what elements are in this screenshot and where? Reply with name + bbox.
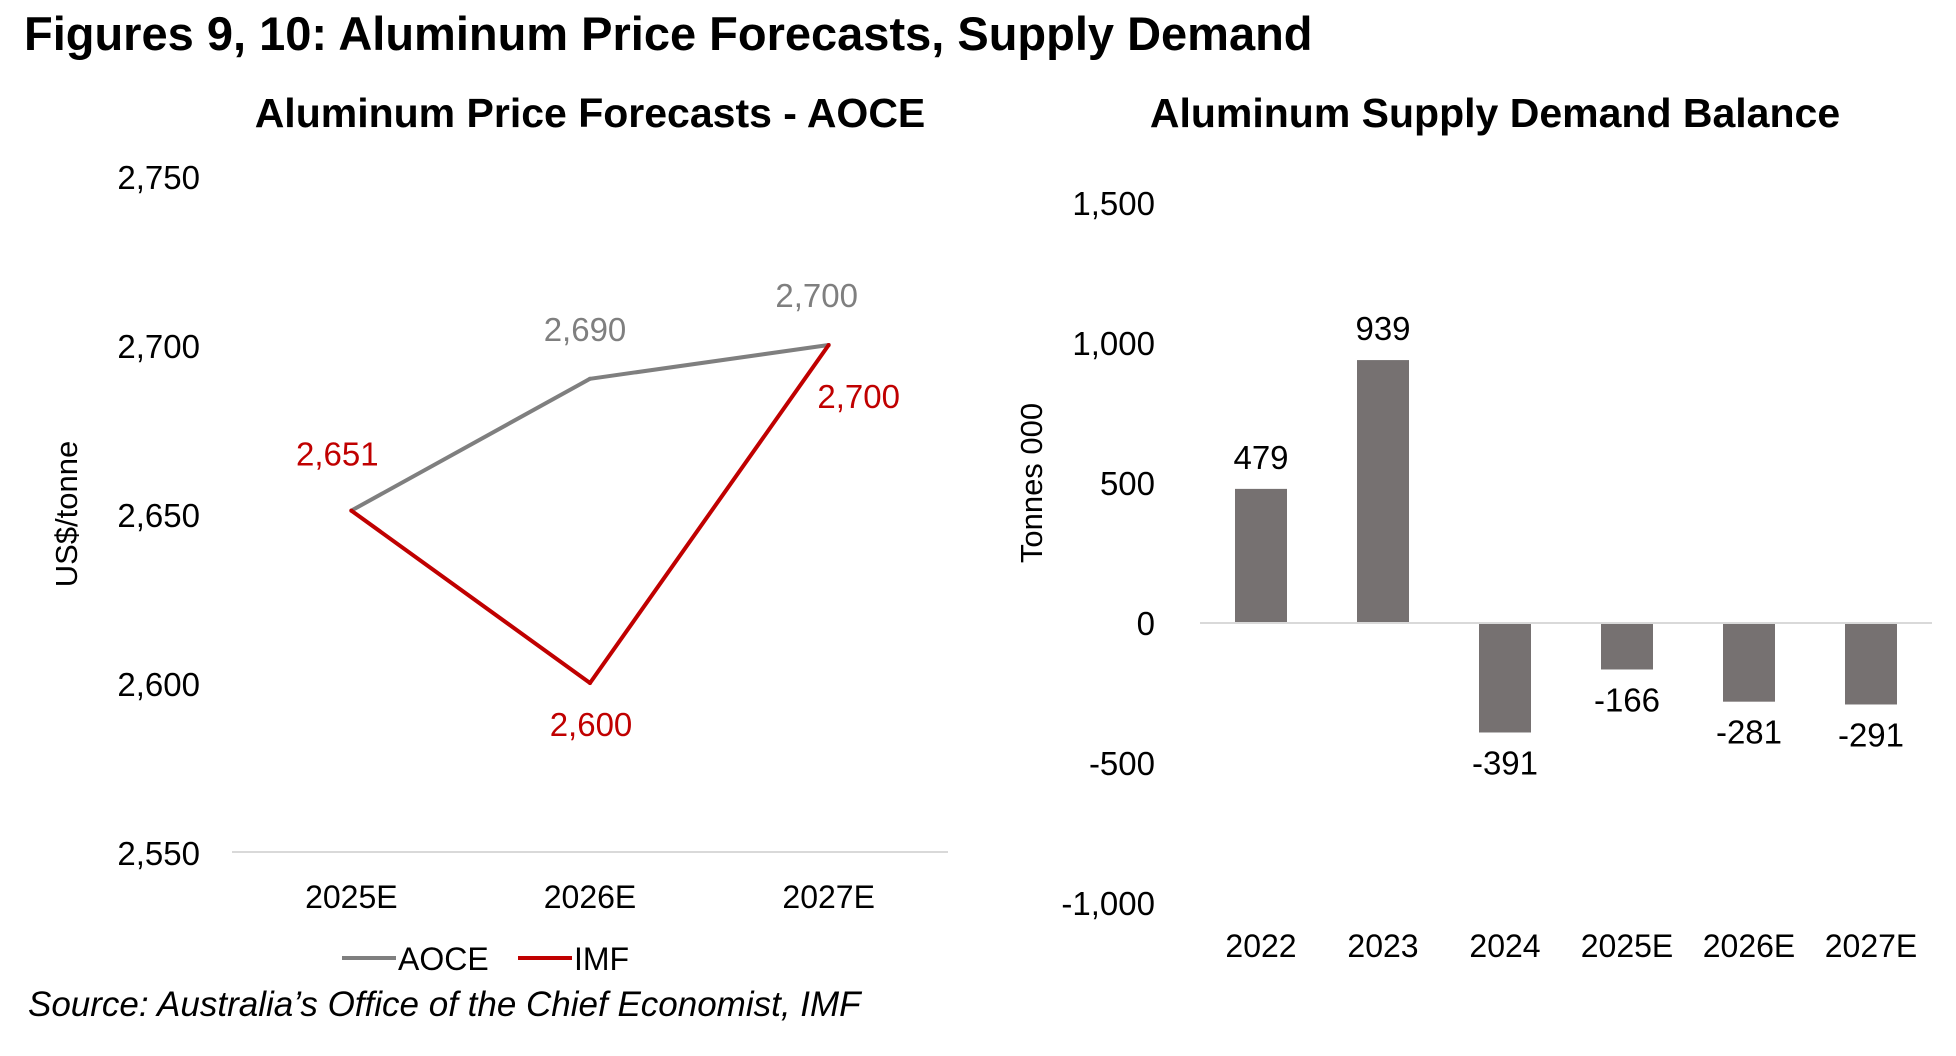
bar-x-tick-label: 2023 — [1347, 928, 1418, 964]
line-data-label-aoce: 2,690 — [544, 311, 627, 348]
line-x-tick-label: 2026E — [544, 879, 637, 915]
bar-y-axis-label: Tonnes 000 — [1014, 403, 1049, 563]
line-x-tick-label: 2025E — [305, 879, 398, 915]
bar-data-label: -391 — [1472, 744, 1538, 781]
bar-y-tick-label: 0 — [1137, 605, 1155, 642]
bar-2023 — [1357, 360, 1409, 623]
bar-chart-title: Aluminum Supply Demand Balance — [1150, 90, 1840, 136]
line-chart-title: Aluminum Price Forecasts - AOCE — [255, 90, 926, 136]
bar-data-label: -281 — [1716, 714, 1782, 751]
source-note: Source: Australia’s Office of the Chief … — [28, 985, 861, 1024]
bar-y-tick-label: -500 — [1089, 745, 1155, 782]
line-y-tick-label: 2,550 — [117, 835, 200, 872]
bar-y-tick-label: -1,000 — [1061, 885, 1155, 922]
bar-x-tick-label: 2022 — [1225, 928, 1296, 964]
line-point-imf — [349, 508, 354, 513]
line-data-label-imf: 2,700 — [817, 378, 900, 415]
bar-x-tick-label: 2027E — [1825, 928, 1918, 964]
line-point-imf — [826, 343, 831, 347]
bar-data-label: 479 — [1233, 439, 1288, 476]
line-y-tick-label: 2,750 — [117, 159, 200, 196]
bar-2024 — [1479, 623, 1531, 733]
bar-2027e — [1845, 623, 1897, 705]
line-point-aoce — [588, 376, 592, 381]
line-series-imf — [350, 343, 831, 685]
line-series-aoce — [350, 343, 829, 513]
line-x-tick-label: 2027E — [782, 879, 875, 915]
line-data-label-imf: 2,651 — [296, 436, 379, 473]
bar-y-tick-label: 500 — [1100, 465, 1155, 502]
legend-label-imf: IMF — [574, 941, 629, 977]
line-y-tick-label: 2,650 — [117, 497, 200, 534]
line-data-label-aoce: 2,700 — [775, 277, 858, 314]
bar-2026e — [1723, 623, 1775, 702]
line-point-imf — [588, 681, 592, 685]
bar-2022 — [1235, 488, 1287, 623]
figure-title: Figures 9, 10: Aluminum Price Forecasts,… — [24, 7, 1313, 60]
legend-label-aoce: AOCE — [398, 941, 489, 977]
line-y-tick-label: 2,700 — [117, 328, 200, 365]
bar-x-tick-label: 2025E — [1581, 928, 1674, 964]
bar-2025e — [1601, 623, 1653, 670]
line-y-tick-label: 2,600 — [117, 666, 200, 703]
bar-data-label: -291 — [1838, 716, 1904, 753]
bar-y-tick-label: 1,500 — [1072, 185, 1155, 222]
bar-x-tick-label: 2024 — [1469, 928, 1540, 964]
line-data-label-imf: 2,600 — [550, 706, 633, 743]
bar-data-label: -166 — [1594, 681, 1660, 718]
bar-x-tick-label: 2026E — [1703, 928, 1796, 964]
bar-y-tick-label: 1,000 — [1072, 325, 1155, 362]
bar-data-label: 939 — [1355, 310, 1410, 347]
line-y-axis-label: US$/tonne — [49, 441, 84, 588]
